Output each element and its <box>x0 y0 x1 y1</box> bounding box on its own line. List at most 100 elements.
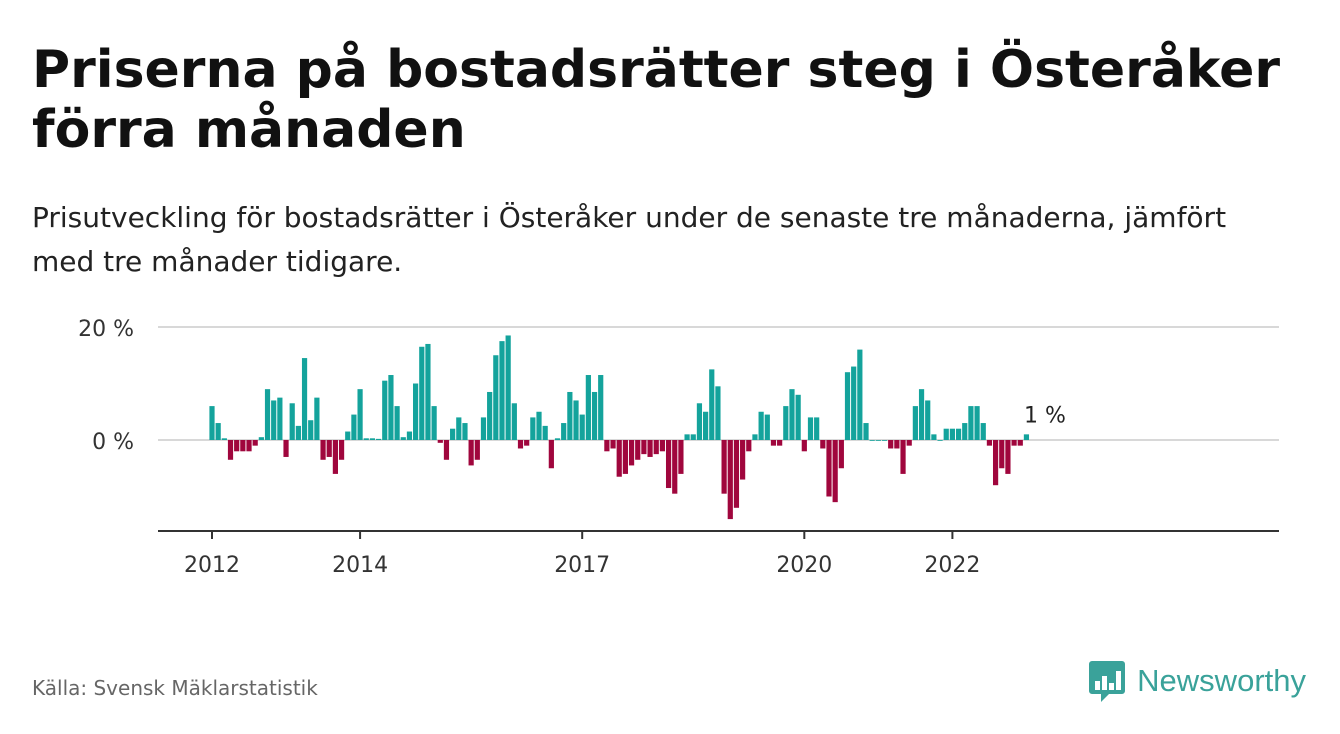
bar <box>832 440 838 503</box>
bar <box>931 434 937 440</box>
bar <box>801 440 807 452</box>
bar <box>758 411 764 440</box>
bar <box>610 440 616 449</box>
bar <box>289 403 295 441</box>
bar <box>375 438 382 440</box>
bar <box>530 417 536 440</box>
x-tick-label: 2014 <box>332 553 388 578</box>
bar <box>703 411 709 440</box>
bar <box>992 440 999 486</box>
bar <box>264 389 271 440</box>
bar <box>320 440 326 460</box>
x-tick-label: 2020 <box>776 553 832 578</box>
bar <box>875 440 881 441</box>
bar <box>227 440 234 460</box>
bar <box>332 440 338 474</box>
bar <box>709 369 715 441</box>
y-tick-label: 20 % <box>78 317 134 342</box>
bar <box>591 391 598 440</box>
bar <box>616 440 622 477</box>
bar <box>314 397 320 441</box>
bar <box>579 414 585 441</box>
bar <box>487 391 493 440</box>
bar <box>659 440 666 452</box>
bar <box>795 394 801 440</box>
bar <box>721 440 727 494</box>
bar <box>499 341 505 441</box>
bar <box>962 423 968 440</box>
bar <box>690 434 696 440</box>
bar <box>308 420 314 440</box>
bar <box>733 440 740 508</box>
chart-title: Priserna på bostadsrätter steg i Österåk… <box>32 40 1280 160</box>
bar <box>493 355 499 440</box>
latest-value-label: 1 % <box>1024 403 1066 428</box>
chart-subtitle: Prisutveckling för bostadsrätter i Öster… <box>32 201 1227 278</box>
bar <box>468 440 474 466</box>
bar <box>351 414 357 441</box>
bar <box>234 440 240 452</box>
bar <box>258 437 264 441</box>
bar <box>955 428 962 440</box>
bar <box>986 440 993 446</box>
bar <box>505 335 511 440</box>
newsworthy-logo-icon <box>1089 661 1126 702</box>
brand-logo[interactable]: Newsworthy <box>1089 658 1306 704</box>
bar <box>740 440 746 480</box>
bar <box>450 428 456 440</box>
bar <box>295 425 301 441</box>
bar <box>912 406 918 440</box>
bar <box>789 389 795 440</box>
bar <box>715 386 721 440</box>
bar <box>974 406 980 440</box>
bar <box>641 440 647 455</box>
bar <box>548 440 554 469</box>
bar <box>1011 440 1017 446</box>
bar <box>517 440 524 449</box>
bar <box>561 423 567 440</box>
bar <box>752 434 758 440</box>
bar <box>431 406 437 440</box>
bar <box>826 440 832 497</box>
bar <box>888 440 894 449</box>
bar <box>357 389 363 440</box>
bar <box>301 358 308 440</box>
brand-name: Newsworthy <box>1137 663 1306 698</box>
bar <box>271 400 277 440</box>
bar <box>949 428 955 440</box>
bar <box>246 440 252 452</box>
bar <box>474 440 480 460</box>
source-note: Källa: Svensk Mäklarstatistik <box>32 676 318 700</box>
bar <box>628 440 635 466</box>
bar <box>635 440 641 460</box>
bar <box>844 372 851 440</box>
bar <box>394 406 400 440</box>
bar <box>838 440 844 469</box>
bar <box>814 417 820 440</box>
bar <box>215 423 221 440</box>
bar <box>252 440 258 446</box>
bar <box>338 440 345 460</box>
bar <box>326 440 332 457</box>
bar <box>925 400 931 440</box>
bar <box>820 440 826 449</box>
bar <box>777 440 783 446</box>
bar <box>382 380 388 440</box>
bar <box>900 440 906 474</box>
bar <box>684 434 690 440</box>
bar <box>542 425 548 441</box>
x-tick-label: 2012 <box>184 553 240 578</box>
bar <box>1005 440 1011 474</box>
bar <box>881 440 888 441</box>
bar <box>696 403 703 441</box>
bar <box>598 375 604 440</box>
bar <box>462 423 468 440</box>
bar <box>647 440 653 457</box>
bar <box>240 440 246 452</box>
bar <box>869 440 875 441</box>
bar <box>894 440 900 449</box>
bar <box>456 417 462 440</box>
bar <box>567 391 573 440</box>
bar <box>585 375 591 440</box>
bar <box>573 400 579 440</box>
